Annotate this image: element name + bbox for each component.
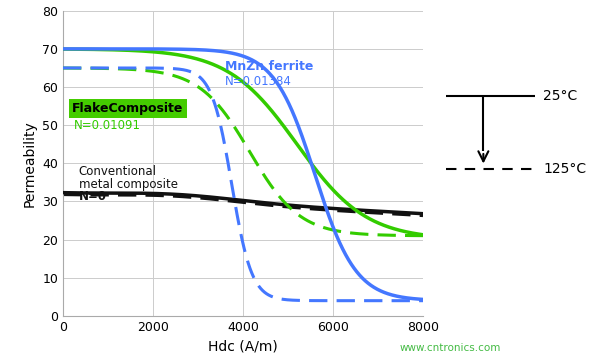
Text: Conventional: Conventional: [79, 165, 157, 178]
Text: www.cntronics.com: www.cntronics.com: [400, 343, 500, 353]
X-axis label: Hdc (A/m): Hdc (A/m): [208, 340, 278, 353]
Text: 25°C: 25°C: [544, 89, 578, 103]
Text: metal composite: metal composite: [79, 178, 178, 191]
Text: FlakeComposite: FlakeComposite: [72, 102, 184, 115]
Text: 125°C: 125°C: [544, 162, 586, 176]
Text: N=0.01384: N=0.01384: [225, 75, 292, 88]
Y-axis label: Permeability: Permeability: [23, 120, 37, 207]
Text: N=0: N=0: [79, 190, 107, 203]
Text: N=0.01091: N=0.01091: [74, 119, 141, 132]
Text: MnZn ferrite: MnZn ferrite: [225, 60, 313, 73]
